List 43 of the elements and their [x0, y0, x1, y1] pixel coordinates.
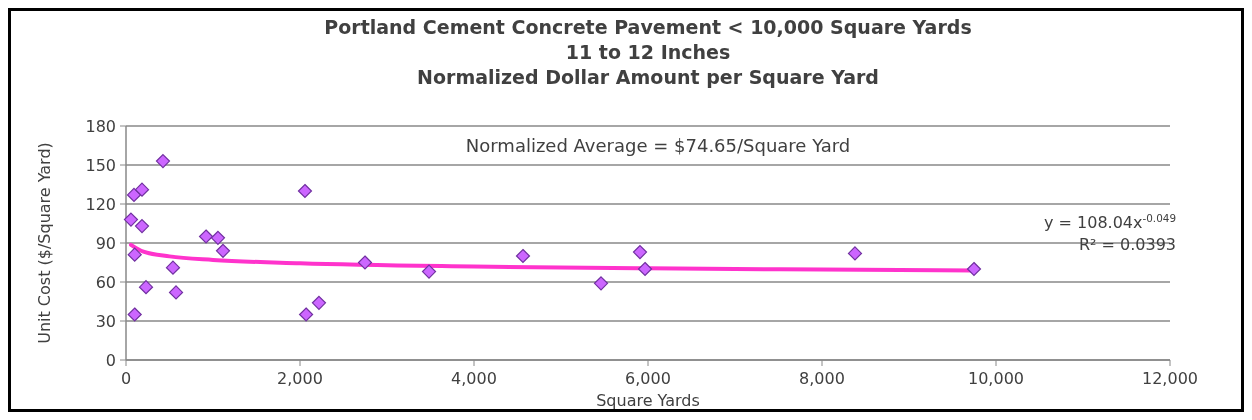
point	[297, 183, 313, 199]
x-tick-label: 6,000	[625, 369, 671, 388]
x-tick-label: 4,000	[451, 369, 497, 388]
x-axis-title: Square Yards	[596, 391, 700, 410]
point	[155, 154, 171, 169]
point	[421, 264, 437, 279]
x-tick-label: 2,000	[277, 369, 323, 388]
y-tick-label: 180	[85, 116, 116, 136]
point	[138, 280, 154, 295]
x-tick-label: 8,000	[799, 369, 845, 388]
x-tick-label: 10,000	[968, 369, 1024, 388]
y-tick-label: 150	[85, 155, 116, 175]
point	[515, 248, 531, 264]
point	[311, 295, 327, 310]
x-tick-label: 0	[120, 369, 132, 388]
point	[168, 285, 184, 300]
annotation: Normalized Average = $74.65/Square Yard	[465, 135, 851, 156]
x-tick-label: 12,000	[1142, 369, 1198, 388]
point	[847, 246, 863, 261]
y-tick-label: 0	[105, 350, 116, 370]
point	[357, 255, 373, 270]
point	[966, 261, 982, 277]
y-axis-title: Unit Cost ($/Square Yard)	[35, 142, 54, 344]
annotation: y = 108.04x$^{-0.049}$	[1044, 212, 1176, 232]
annotation: R² = 0.0393	[1078, 235, 1176, 254]
y-tick-label: 30	[95, 311, 116, 331]
y-tick-label: 90	[95, 233, 116, 253]
point	[198, 229, 214, 244]
point	[637, 261, 653, 277]
point	[123, 212, 139, 227]
point	[215, 243, 231, 258]
point	[127, 307, 142, 322]
point	[134, 219, 150, 234]
point	[165, 260, 181, 275]
point	[127, 247, 142, 262]
point	[632, 245, 648, 260]
point	[298, 307, 314, 322]
point	[134, 182, 150, 197]
point	[210, 230, 226, 245]
y-tick-label: 60	[95, 272, 116, 292]
chart-title: Portland Cement Concrete Pavement < 10,000 Square Yards 11 to 12 Inches Normalized Dollar Amount per Square Yard	[324, 16, 972, 88]
y-tick-label: 120	[85, 194, 116, 214]
point	[593, 276, 609, 291]
